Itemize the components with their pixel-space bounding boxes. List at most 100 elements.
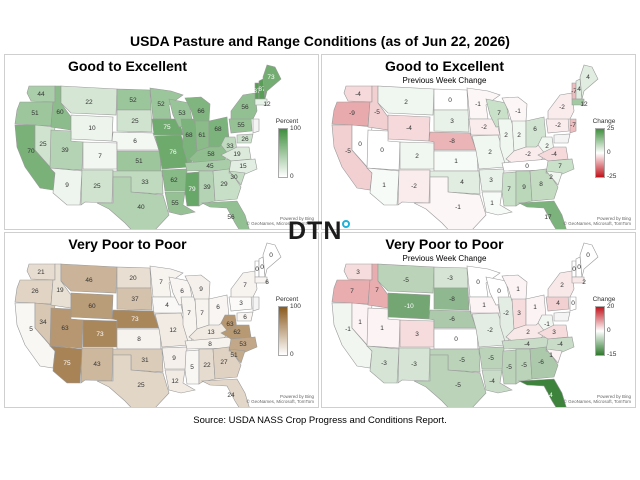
state-value-label: 6	[133, 138, 137, 145]
state-value-label: 68	[214, 126, 222, 133]
state-value-label: 53	[178, 110, 186, 117]
state-value-label: 19	[56, 287, 64, 294]
state-value-label: 0	[476, 279, 480, 286]
state-value-label: -1	[475, 101, 481, 108]
state-value-label: -5	[403, 277, 409, 284]
state-nj	[252, 118, 260, 134]
state-value-label: 0	[260, 264, 264, 271]
state-value-label: 53	[239, 341, 247, 348]
state-value-label: 55	[171, 200, 179, 207]
state-value-label: 0	[586, 252, 590, 259]
state-value-label: -1	[515, 108, 521, 115]
legend-min-label: 0	[290, 351, 294, 358]
state-value-label: 33	[141, 179, 149, 186]
state-nj	[252, 296, 260, 312]
state-nm	[397, 347, 431, 384]
state-value-label: 7	[243, 282, 247, 289]
legend-color-bar	[595, 306, 605, 356]
state-value-label: 63	[226, 321, 234, 328]
panel-subtitle: Previous Week Change	[402, 254, 487, 263]
legend-min-label: 0	[290, 173, 294, 180]
state-value-label: -6	[538, 359, 544, 366]
state-tx	[413, 176, 487, 229]
state-value-label: 61	[198, 132, 206, 139]
state-value-label: -5	[374, 109, 380, 116]
state-value-label: 9	[522, 184, 526, 191]
state-value-label: 34	[39, 319, 47, 326]
state-tx	[413, 354, 487, 407]
state-value-label: 2	[545, 143, 549, 150]
state-value-label: 30	[230, 174, 238, 181]
state-value-label: -1	[455, 204, 461, 211]
state-ma	[254, 276, 268, 284]
state-value-label: 45	[206, 163, 214, 170]
state-value-label: 7	[497, 110, 501, 117]
state-value-label: -4	[524, 341, 530, 348]
state-value-label: 3	[517, 310, 521, 317]
state-value-label: 31	[141, 357, 149, 364]
state-sd	[433, 287, 470, 311]
state-value-label: 0	[497, 288, 501, 295]
state-value-label: 6	[216, 304, 220, 311]
state-value-label: 0	[525, 163, 529, 170]
state-value-label: -3	[381, 360, 387, 367]
state-value-label: -3	[447, 275, 453, 282]
state-value-label: 7	[375, 287, 379, 294]
state-ms	[184, 349, 200, 385]
legend: Change 20 0 -15	[584, 296, 630, 386]
state-value-label: 2	[560, 282, 564, 289]
state-wa	[26, 263, 56, 281]
state-value-label: -10	[404, 303, 414, 310]
state-value-label: 7	[507, 186, 511, 193]
map-panel-very-poor-poor-change: Very Poor to Poor Previous Week Change 3…	[321, 232, 636, 408]
state-value-label: 51	[31, 110, 39, 117]
state-value-label: 39	[203, 184, 211, 191]
state-value-label: -8	[449, 296, 455, 303]
panel-subtitle: Previous Week Change	[402, 76, 487, 85]
state-ne	[428, 131, 477, 151]
state-value-label: 12	[171, 378, 179, 385]
state-nm	[397, 169, 431, 206]
state-value-label: 29	[220, 181, 228, 188]
state-value-label: 1	[482, 302, 486, 309]
state-value-label: 15	[239, 163, 247, 170]
state-va	[537, 146, 569, 162]
map-credit: Powered by Bing © GeoNames, Microsoft, To…	[563, 394, 632, 404]
state-value-label: 3	[356, 269, 360, 276]
state-value-label: 25	[39, 141, 47, 148]
state-value-label: 60	[88, 303, 96, 310]
state-value-label: 60	[56, 109, 64, 116]
state-value-label: -5	[459, 357, 465, 364]
state-tx	[96, 176, 170, 229]
state-value-label: 2	[415, 153, 419, 160]
state-wa	[26, 85, 56, 103]
legend-max-label: 100	[290, 303, 301, 310]
state-value-label: 56	[241, 104, 249, 111]
state-value-label: -5	[506, 364, 512, 371]
state-value-label: 79	[188, 186, 196, 193]
state-fl	[200, 200, 250, 229]
state-value-label: 39	[61, 147, 69, 154]
legend-title: Change	[592, 118, 616, 125]
state-value-label: 7	[558, 163, 562, 170]
state-value-label: 2	[582, 279, 586, 286]
state-ny	[230, 270, 258, 298]
state-value-label: 62	[170, 177, 178, 184]
map-panel-very-poor-poor: Very Poor to Poor 21 26 5 34 19 46 60 63 75 73 43 2…	[4, 232, 319, 408]
state-ny	[230, 92, 258, 120]
state-fl	[517, 200, 567, 229]
state-md	[553, 311, 571, 322]
state-value-label: -5	[488, 355, 494, 362]
state-ma	[571, 276, 585, 284]
state-value-label: 75	[163, 124, 171, 131]
state-value-label: 6	[243, 314, 247, 321]
panel-title: Good to Excellent	[67, 58, 187, 74]
legend-min-label: -25	[607, 173, 617, 180]
state-value-label: -2	[525, 151, 531, 158]
state-value-label: 87	[253, 88, 261, 95]
state-value-label: -4	[489, 378, 495, 385]
panel-title: Very Poor to Poor	[68, 236, 187, 252]
state-sd	[433, 109, 470, 133]
state-value-label: 55	[237, 122, 245, 129]
state-value-label: 8	[208, 341, 212, 348]
